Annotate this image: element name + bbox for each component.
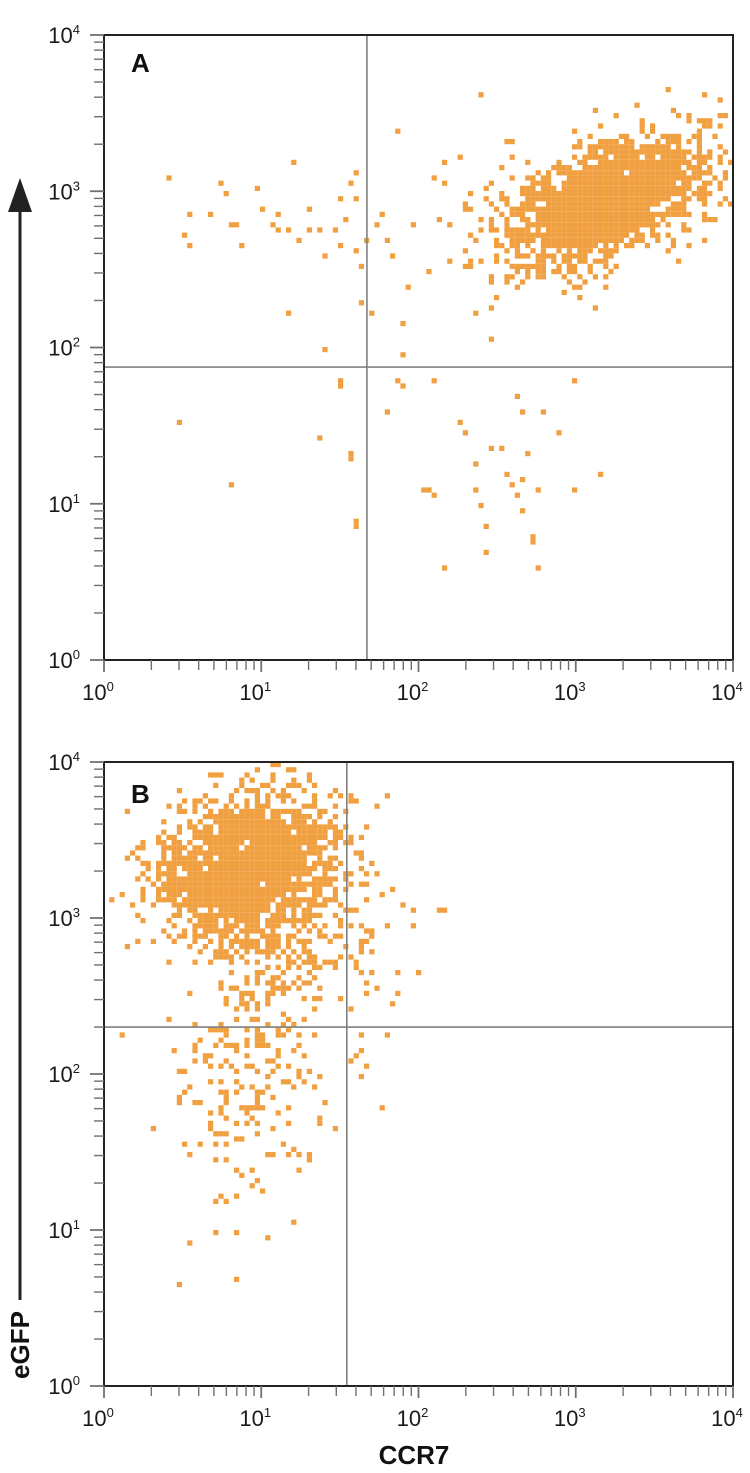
y-axis-title: eGFP	[5, 1311, 35, 1379]
x-tick-label: 104	[711, 679, 743, 705]
x-tick-label: 103	[554, 679, 586, 705]
y-tick-label: 103	[48, 178, 80, 204]
y-tick-label: 100	[48, 1373, 80, 1399]
x-tick-label: 101	[239, 679, 271, 705]
scatter-points-a	[166, 87, 734, 571]
y-tick-label: 103	[48, 905, 80, 931]
y-tick-label: 102	[48, 335, 80, 361]
x-tick-label: 100	[82, 679, 114, 705]
panel-label-b: B	[131, 779, 150, 809]
y-tick-label: 102	[48, 1061, 80, 1087]
arrow-up-icon	[8, 178, 32, 212]
x-tick-label: 102	[397, 679, 429, 705]
y-tick-label: 104	[48, 749, 80, 775]
scatter-points-b	[109, 762, 448, 1288]
x-tick-label: 101	[239, 1405, 271, 1431]
panel-label-a: A	[131, 48, 150, 78]
x-tick-label: 100	[82, 1405, 114, 1431]
y-tick-label: 100	[48, 647, 80, 673]
y-axis-arrow	[8, 178, 32, 1300]
quadrant-gates-b	[104, 762, 733, 1386]
plot-frame-a	[103, 34, 734, 661]
y-tick-label: 104	[48, 22, 80, 48]
y-tick-label: 101	[48, 1217, 80, 1243]
quadrant-gates-a	[104, 35, 733, 660]
x-tick-label: 103	[554, 1405, 586, 1431]
x-tick-label: 102	[397, 1405, 429, 1431]
x-axis-title: CCR7	[379, 1440, 450, 1470]
y-tick-label: 101	[48, 491, 80, 517]
x-tick-label: 104	[711, 1405, 743, 1431]
